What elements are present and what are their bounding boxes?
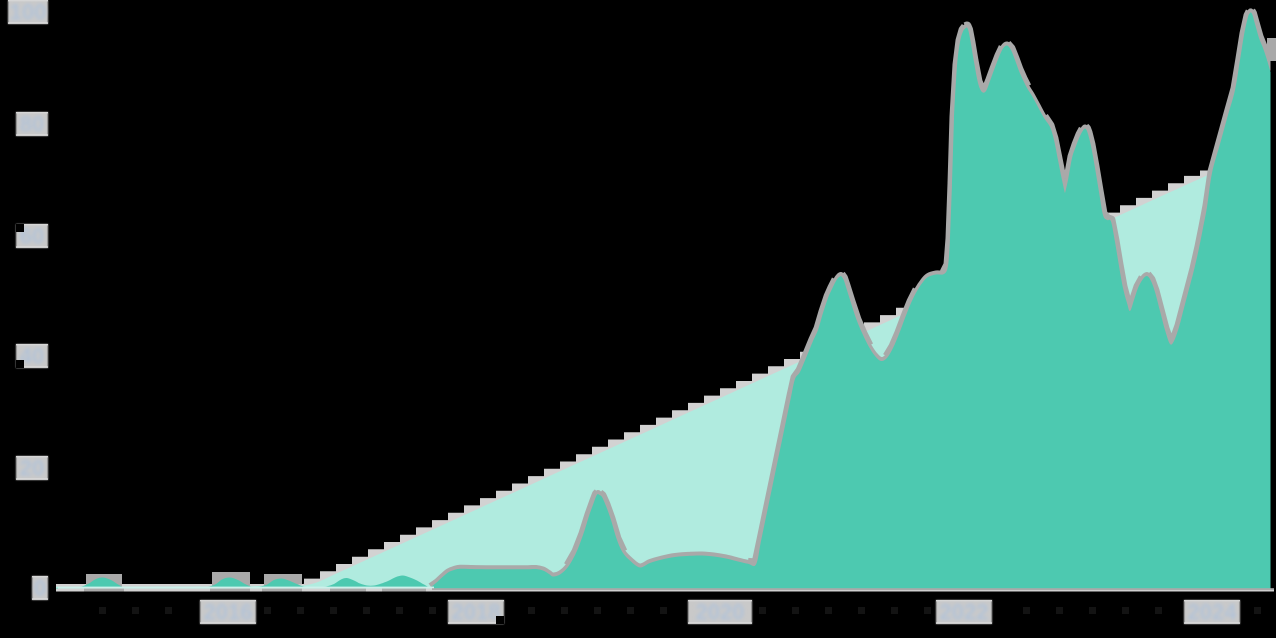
svg-text:2022: 2022 xyxy=(940,600,989,625)
svg-text:80: 80 xyxy=(20,112,44,137)
svg-text:2018: 2018 xyxy=(452,600,501,625)
svg-text:20: 20 xyxy=(20,456,44,481)
svg-text:2024: 2024 xyxy=(1188,600,1238,625)
svg-text:2016: 2016 xyxy=(204,600,253,625)
svg-text:2020: 2020 xyxy=(696,600,745,625)
svg-text:0: 0 xyxy=(34,576,46,601)
svg-text:100: 100 xyxy=(10,0,47,25)
